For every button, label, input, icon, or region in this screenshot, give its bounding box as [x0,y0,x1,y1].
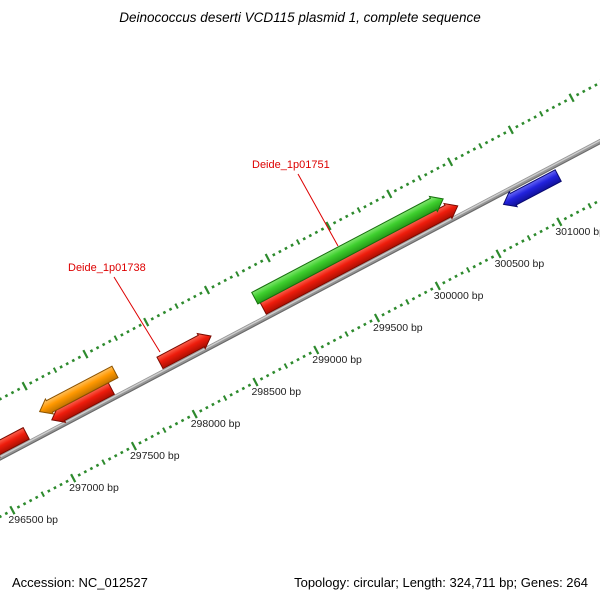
bp-labels: 296500 bp 297000 bp 297500 bp 298000 bp 2985… [8,226,600,526]
bp-position-label: 296500 bp [8,514,58,526]
gene-arrow-red[interactable] [0,426,30,462]
bp-position-label: 299000 bp [312,354,362,366]
status-accession-text: Accession: NC_012527 [12,575,148,590]
bp-position-label: 297500 bp [130,450,180,462]
bp-position-label: 298000 bp [191,418,241,430]
plasmid-backbone [0,115,600,499]
gene-Deide_1p01738[interactable] [156,328,215,370]
map-rotated-layer [0,78,600,519]
gene-Deide_1p01751[interactable] [251,191,447,305]
gene-label-Deide_1p01738[interactable]: Deide_1p01738 [68,262,146,274]
bp-position-label: 300000 bp [434,290,484,302]
gene-arrow-orange[interactable] [36,364,119,419]
status-topology-text: Topology: circular; Length: 324,711 bp; … [294,575,588,590]
sequence-title: Deinococcus deserti VCD115 plasmid 1, co… [119,10,481,25]
gene-arrow-red[interactable] [259,198,461,316]
bp-position-label: 300500 bp [495,258,545,270]
bp-position-label: 298500 bp [251,386,301,398]
gene-label-leader-line [297,173,339,247]
status-bar: Accession: NC_012527 Topology: circular;… [0,572,600,600]
bp-position-label: 301000 bp [555,226,600,238]
gene-arrow-blue[interactable] [500,168,563,212]
bp-position-label: 299500 bp [373,322,423,334]
gene-label-leader-line [113,276,161,353]
ruler-lower [0,200,598,519]
gene-label-Deide_1p01751[interactable]: Deide_1p01751 [252,159,330,171]
ruler-upper [0,78,600,401]
bp-position-label: 297000 bp [69,482,119,494]
